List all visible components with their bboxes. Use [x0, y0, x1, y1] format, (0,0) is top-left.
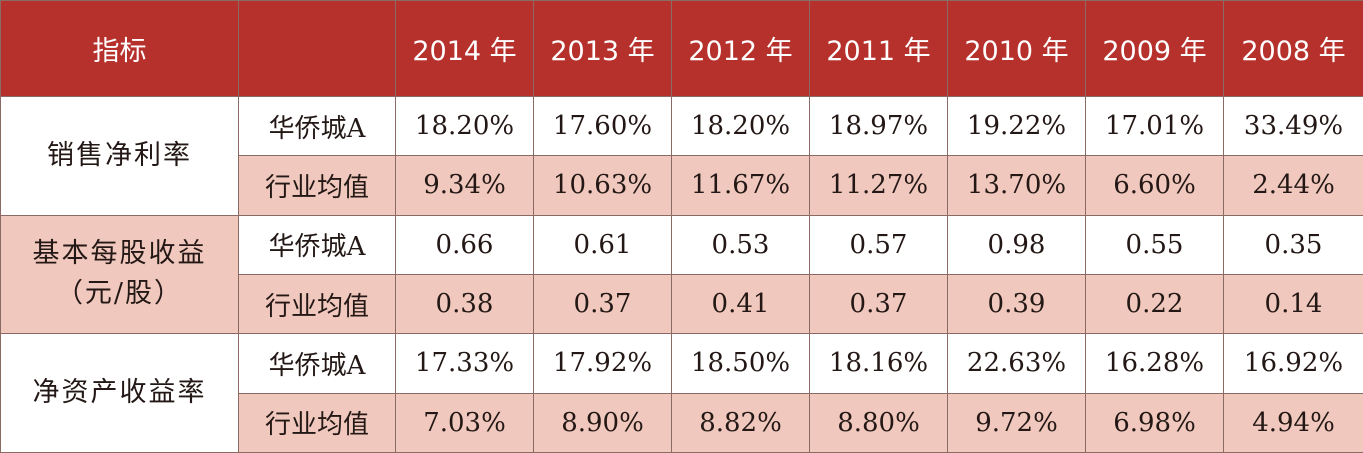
value-cell: 0.35: [1223, 214, 1363, 275]
table-row: 净资产收益率 华侨城A 17.33% 17.92% 18.50% 18.16% 22.63%…: [0, 333, 1363, 453]
value-cell: 6.60%: [1085, 155, 1224, 216]
value-cell: 33.49%: [1223, 95, 1363, 157]
metric-label-line: （元/股）: [55, 278, 184, 310]
value-cell: 13.70%: [947, 155, 1086, 216]
value-cell: 0.66: [395, 214, 534, 275]
value-cell: 0.22: [1085, 273, 1224, 335]
table-row: 销售净利率 华侨城A 18.20% 17.60% 18.20% 18.97% 19.22% 1…: [0, 95, 1363, 216]
value-cell: 4.94%: [1223, 392, 1363, 453]
value-cell: 6.98%: [1085, 392, 1224, 453]
value-cell: 0.37: [533, 273, 672, 335]
table-row: 基本每股收益 （元/股） 华侨城A 0.66 0.61 0.53 0.57 0.98 0.55 0…: [0, 214, 1363, 335]
metric-label-line: 销售净利率: [47, 139, 192, 171]
metric-label-line: 净资产收益率: [32, 377, 207, 409]
value-cell: 17.92%: [533, 333, 672, 394]
value-cell: 0.98: [947, 214, 1086, 275]
metric-label: 销售净利率: [0, 96, 239, 216]
value-cell: 9.34%: [395, 155, 534, 216]
value-cell: 16.92%: [1223, 333, 1363, 394]
value-cell: 22.63%: [947, 333, 1086, 394]
header-year-7: 2009 年: [1085, 0, 1224, 97]
value-cell: 8.82%: [671, 392, 810, 453]
header-year-3: 2013 年: [533, 0, 672, 97]
value-cell: 9.72%: [947, 392, 1086, 453]
value-cell: 8.80%: [809, 392, 948, 453]
header-metric: 指标: [0, 0, 239, 97]
entity-label: 行业均值: [238, 392, 396, 453]
value-cell: 18.20%: [671, 95, 810, 157]
header-year-6: 2010 年: [947, 0, 1086, 97]
value-cell: 19.22%: [947, 95, 1086, 157]
value-cell: 0.55: [1085, 214, 1224, 275]
value-cell: 0.39: [947, 273, 1086, 335]
value-cell: 7.03%: [395, 392, 534, 453]
value-cell: 18.50%: [671, 333, 810, 394]
value-cell: 0.14: [1223, 273, 1363, 335]
value-cell: 16.28%: [1085, 333, 1224, 394]
value-cell: 17.60%: [533, 95, 672, 157]
value-cell: 10.63%: [533, 155, 672, 216]
value-cell: 0.57: [809, 214, 948, 275]
header-year-2: 2014 年: [395, 0, 534, 97]
value-cell: 18.16%: [809, 333, 948, 394]
value-cell: 0.53: [671, 214, 810, 275]
table-header-row: 指标 2014 年 2013 年 2012 年 2011 年 2010 年 2009 年 20…: [0, 0, 1363, 97]
header-year-8: 2008 年: [1223, 0, 1363, 97]
table-row: 行业均值 9.34% 10.63% 11.67% 11.27% 13.70% 6.60% 2.…: [1, 155, 1363, 216]
value-cell: 8.90%: [533, 392, 672, 453]
value-cell: 18.97%: [809, 95, 948, 157]
metric-label-line: 基本每股收益: [32, 238, 207, 270]
value-cell: 0.37: [809, 273, 948, 335]
table-body: 销售净利率 华侨城A 18.20% 17.60% 18.20% 18.97% 19.22% 1…: [0, 95, 1363, 453]
header-year-4: 2012 年: [671, 0, 810, 97]
entity-label: 华侨城A: [238, 333, 396, 394]
value-cell: 0.38: [395, 273, 534, 335]
entity-label: 华侨城A: [238, 214, 396, 275]
value-cell: 0.41: [671, 273, 810, 335]
value-cell: 18.20%: [395, 95, 534, 157]
value-cell: 17.01%: [1085, 95, 1224, 157]
value-cell: 11.27%: [809, 155, 948, 216]
metric-label: 净资产收益率: [0, 333, 239, 453]
entity-label: 行业均值: [238, 273, 396, 335]
metric-label: 基本每股收益 （元/股）: [0, 214, 239, 335]
value-cell: 11.67%: [671, 155, 810, 216]
value-cell: 0.61: [533, 214, 672, 275]
entity-label: 华侨城A: [238, 95, 396, 157]
value-cell: 17.33%: [395, 333, 534, 394]
value-cell: 2.44%: [1223, 155, 1363, 216]
header-year-5: 2011 年: [809, 0, 948, 97]
entity-label: 行业均值: [238, 155, 396, 216]
table-row: 行业均值 7.03% 8.90% 8.82% 8.80% 9.72% 6.98% 4.94%: [1, 392, 1363, 453]
header-entity: [238, 0, 396, 97]
